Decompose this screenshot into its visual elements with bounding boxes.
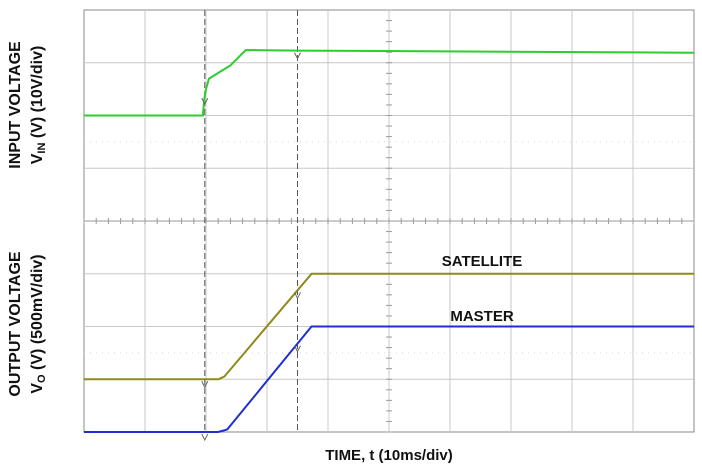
series-label-satellite: SATELLITE xyxy=(442,253,523,270)
cursor-crossing-marker xyxy=(201,381,209,389)
y-axis-label-output-v: V xyxy=(29,383,46,394)
y-axis-label-output-line1: OUTPUT VOLTAGE xyxy=(7,251,24,397)
cursor-crossing-marker xyxy=(201,97,209,106)
trace-satellite xyxy=(84,272,694,381)
y-axis-label-input-sub: IN xyxy=(36,143,48,154)
y-axis-label-output: OUTPUT VOLTAGE xyxy=(7,251,24,397)
y-axis-label-output-units: VO (V) (500mV/div) xyxy=(29,254,48,393)
svg-text:VO (V) (500mV/div): VO (V) (500mV/div) xyxy=(29,254,48,393)
y-axis-label-input: INPUT VOLTAGE xyxy=(7,41,24,169)
cursor-crossing-marker xyxy=(201,433,209,442)
cursor-crossing-marker xyxy=(294,292,301,300)
y-axis-label-output-sub: O xyxy=(36,374,48,383)
trace-input-voltage xyxy=(84,49,695,117)
traces xyxy=(84,49,695,442)
grid xyxy=(83,9,695,433)
trace-master xyxy=(84,325,694,433)
svg-text:VIN (V) (10V/div): VIN (V) (10V/div) xyxy=(29,46,48,165)
y-axis-label-output-rest: (V) (500mV/div) xyxy=(29,254,46,374)
x-axis-label: TIME, t (10ms/div) xyxy=(325,447,453,464)
cursor-crossing-marker xyxy=(294,345,301,353)
y-axis-label-input-rest: (V) (10V/div) xyxy=(29,46,46,143)
cursor-crossing-marker xyxy=(294,52,301,60)
y-axis-label-input-units: VIN (V) (10V/div) xyxy=(29,46,48,165)
y-axis-label-input-v: V xyxy=(29,153,46,164)
y-axis-label-input-line1: INPUT VOLTAGE xyxy=(7,41,24,169)
series-label-master: MASTER xyxy=(450,308,514,325)
cursor-lines xyxy=(204,10,298,432)
